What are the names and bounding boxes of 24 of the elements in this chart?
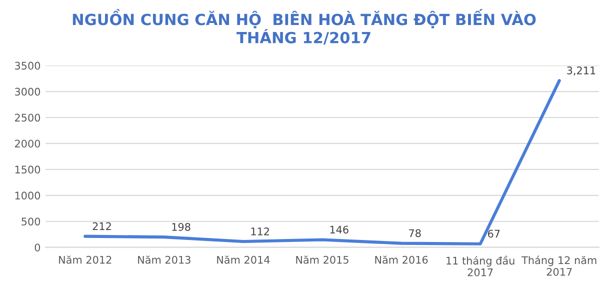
data-label: 3,211	[567, 66, 596, 76]
data-label: 67	[488, 230, 500, 238]
x-tick-label: Năm 2016	[375, 256, 428, 264]
x-tick-label: Năm 2015	[296, 256, 348, 264]
y-tick-label: 500	[22, 218, 40, 226]
line-series	[84, 79, 561, 246]
data-label: 198	[172, 222, 190, 231]
y-tick-label: 0	[34, 244, 40, 252]
data-label: 146	[330, 226, 348, 234]
x-tick-label: Tháng 12 năm 2017	[522, 256, 596, 276]
x-tick-label: 11 tháng đầu 2017	[446, 256, 514, 276]
y-tick-label: 2000	[14, 140, 40, 148]
chart-title: NGUỒN CUNG CĂN HỘ BIÊN HOÀ TĂNG ĐỘT BIẾN VÀO THÁNG 12/2017	[72, 8, 536, 45]
x-tick-label: Năm 2012	[59, 256, 112, 264]
data-label: 78	[409, 229, 421, 238]
x-tick-label: Năm 2014	[217, 256, 270, 264]
data-label: 112	[251, 227, 269, 236]
data-label: 212	[92, 222, 111, 230]
y-tick-label: 3000	[15, 88, 40, 96]
y-tick-label: 2500	[14, 114, 40, 122]
y-tick-label: 3500	[15, 62, 40, 70]
x-tick-label: Năm 2013	[138, 256, 190, 264]
y-tick-label: 1500	[15, 166, 40, 174]
y-tick-label: 1000	[15, 192, 40, 200]
